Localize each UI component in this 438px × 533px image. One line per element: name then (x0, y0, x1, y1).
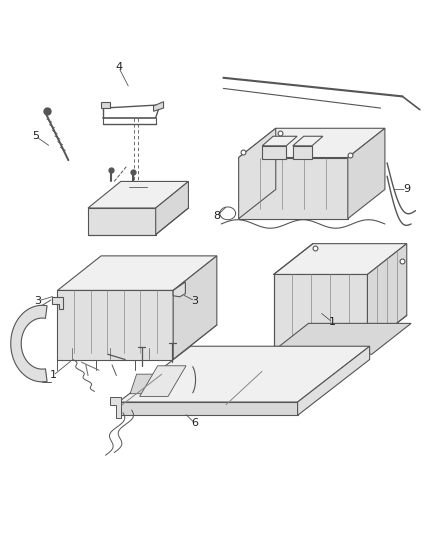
Text: 8: 8 (213, 211, 220, 221)
Polygon shape (88, 181, 188, 208)
Polygon shape (239, 128, 276, 219)
Text: 1: 1 (49, 370, 57, 381)
Polygon shape (101, 102, 110, 108)
Polygon shape (57, 290, 173, 360)
Polygon shape (173, 256, 217, 360)
Polygon shape (140, 366, 186, 397)
Text: 3: 3 (191, 296, 198, 306)
Polygon shape (269, 324, 411, 354)
Polygon shape (348, 128, 385, 219)
Polygon shape (153, 102, 163, 111)
Polygon shape (239, 128, 385, 158)
Polygon shape (110, 397, 121, 418)
Polygon shape (293, 146, 312, 159)
Polygon shape (119, 402, 297, 415)
Polygon shape (274, 244, 407, 274)
Polygon shape (155, 181, 188, 235)
Polygon shape (88, 208, 155, 235)
Polygon shape (293, 136, 323, 146)
Polygon shape (262, 146, 286, 159)
Polygon shape (119, 346, 370, 402)
Polygon shape (11, 305, 47, 382)
Polygon shape (262, 136, 297, 146)
Polygon shape (173, 282, 185, 297)
Polygon shape (52, 297, 63, 309)
Polygon shape (130, 374, 161, 394)
Polygon shape (239, 158, 348, 219)
Text: 9: 9 (403, 184, 410, 195)
Polygon shape (367, 244, 407, 346)
Text: 4: 4 (115, 62, 122, 72)
Text: 6: 6 (191, 418, 198, 429)
Polygon shape (57, 256, 217, 290)
Polygon shape (297, 346, 370, 415)
Text: 3: 3 (34, 296, 41, 306)
Text: 1: 1 (329, 317, 336, 327)
Polygon shape (274, 274, 367, 346)
Text: 5: 5 (32, 131, 39, 141)
